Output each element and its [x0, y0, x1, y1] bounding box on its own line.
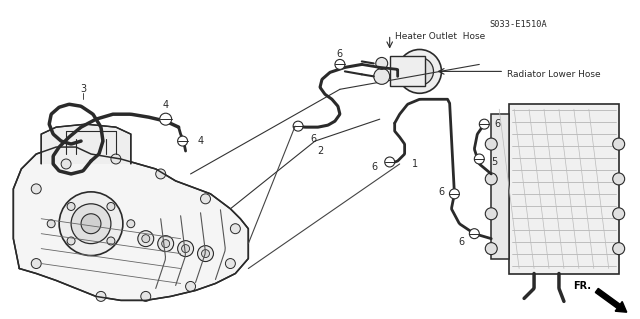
- Circle shape: [469, 229, 479, 239]
- Circle shape: [612, 138, 625, 150]
- Circle shape: [413, 65, 426, 78]
- Text: 6: 6: [494, 119, 500, 129]
- Circle shape: [59, 192, 123, 256]
- Circle shape: [485, 173, 497, 185]
- Circle shape: [127, 220, 135, 228]
- Circle shape: [142, 235, 150, 243]
- Circle shape: [178, 241, 193, 256]
- Text: 6: 6: [372, 162, 378, 172]
- Circle shape: [81, 214, 101, 234]
- Polygon shape: [41, 124, 131, 164]
- Text: 6: 6: [310, 134, 316, 144]
- Text: S033-E1510A: S033-E1510A: [489, 20, 547, 29]
- Circle shape: [141, 292, 151, 301]
- Text: 6: 6: [458, 237, 465, 247]
- Circle shape: [138, 231, 154, 247]
- Circle shape: [225, 259, 236, 269]
- Circle shape: [449, 189, 460, 199]
- Circle shape: [67, 203, 75, 211]
- Circle shape: [198, 246, 214, 262]
- Text: Radiator Lower Hose: Radiator Lower Hose: [507, 70, 601, 79]
- Circle shape: [485, 243, 497, 255]
- Circle shape: [374, 68, 390, 84]
- Text: 6: 6: [337, 49, 343, 59]
- Text: 4: 4: [198, 136, 204, 146]
- Text: 2: 2: [317, 146, 323, 156]
- Circle shape: [157, 236, 173, 252]
- Bar: [492, 114, 509, 259]
- Circle shape: [47, 220, 55, 228]
- Circle shape: [67, 237, 75, 245]
- Circle shape: [107, 203, 115, 211]
- Bar: [390, 56, 424, 86]
- Circle shape: [71, 204, 111, 244]
- Text: 3: 3: [80, 84, 86, 94]
- Circle shape: [202, 249, 209, 257]
- Circle shape: [293, 121, 303, 131]
- Circle shape: [61, 159, 71, 169]
- Text: Heater Outlet  Hose: Heater Outlet Hose: [395, 32, 485, 41]
- Circle shape: [376, 57, 388, 70]
- Circle shape: [397, 49, 442, 93]
- Circle shape: [186, 281, 196, 292]
- Circle shape: [474, 154, 484, 164]
- Circle shape: [111, 154, 121, 164]
- Circle shape: [182, 245, 189, 253]
- Text: 6: 6: [438, 187, 445, 197]
- Text: 5: 5: [491, 157, 497, 167]
- Circle shape: [485, 208, 497, 220]
- Circle shape: [107, 237, 115, 245]
- Circle shape: [230, 224, 241, 234]
- Circle shape: [335, 59, 345, 70]
- Circle shape: [479, 119, 489, 129]
- Circle shape: [178, 136, 188, 146]
- Polygon shape: [13, 147, 248, 300]
- Text: 4: 4: [163, 100, 169, 110]
- Text: FR.: FR.: [573, 281, 591, 292]
- Circle shape: [31, 184, 41, 194]
- Circle shape: [156, 169, 166, 179]
- Bar: [509, 104, 619, 273]
- Text: 1: 1: [412, 159, 418, 169]
- Circle shape: [612, 208, 625, 220]
- Circle shape: [31, 259, 41, 269]
- FancyArrow shape: [595, 288, 627, 312]
- Circle shape: [160, 113, 172, 125]
- Circle shape: [200, 194, 211, 204]
- Circle shape: [385, 157, 395, 167]
- Circle shape: [96, 292, 106, 301]
- Circle shape: [612, 173, 625, 185]
- Circle shape: [485, 138, 497, 150]
- Circle shape: [162, 240, 170, 248]
- Circle shape: [612, 243, 625, 255]
- Circle shape: [406, 57, 433, 85]
